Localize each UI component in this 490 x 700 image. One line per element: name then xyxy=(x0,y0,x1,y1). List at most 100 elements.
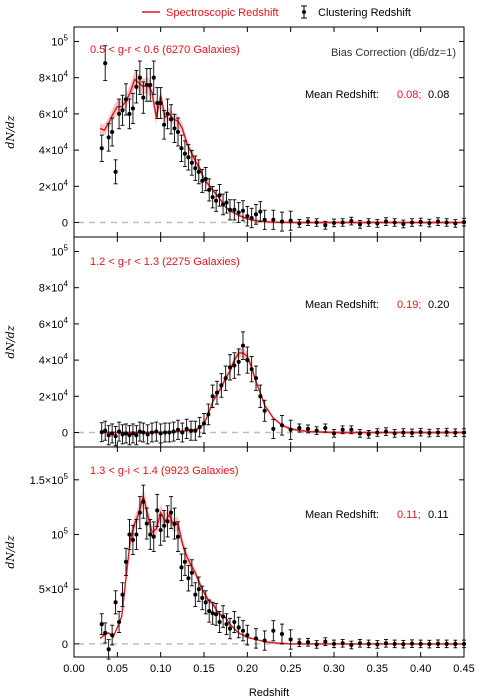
panel-3-clus-point xyxy=(453,639,458,649)
panel-3-clus-point xyxy=(141,484,146,519)
panel-1-clus-point xyxy=(214,189,219,212)
marker xyxy=(210,195,215,200)
panel-1-clus-point xyxy=(349,216,354,226)
panel-1-mean-label: Mean Redshift: xyxy=(305,89,379,101)
marker xyxy=(444,220,449,225)
marker xyxy=(123,559,129,564)
panel-2-clus-point xyxy=(249,356,254,383)
panel-3-clus-point xyxy=(200,585,205,611)
marker xyxy=(262,217,267,222)
marker xyxy=(207,609,212,614)
panel-3-clus-point xyxy=(383,639,389,648)
panel-3-clus-point xyxy=(196,576,201,602)
panel-1-clus-point xyxy=(253,204,259,225)
marker xyxy=(297,640,302,645)
panel-3-clus-point xyxy=(189,559,194,587)
marker xyxy=(214,390,220,395)
panel-3-clus-point xyxy=(401,639,406,649)
panel-1-ytick-label: 105 xyxy=(51,33,68,48)
panel-3-clus-point xyxy=(113,590,118,615)
marker xyxy=(172,521,177,526)
panel-2-clus-point xyxy=(375,428,380,437)
marker xyxy=(217,619,222,625)
marker xyxy=(245,214,250,219)
panel-1-clus-point xyxy=(453,219,458,228)
xtick-label: 0.05 xyxy=(107,663,128,675)
panel-2-clus-point xyxy=(141,422,146,443)
marker xyxy=(167,430,172,435)
marker xyxy=(279,631,285,637)
panel-2-clus-point xyxy=(314,426,319,436)
panel-3-ytick-label: 5×104 xyxy=(39,581,69,596)
panel-1-selection: 0.5 < g-r < 0.6 (6270 Galaxies) xyxy=(90,44,240,56)
marker xyxy=(106,135,111,140)
panel-2-clus-point xyxy=(340,425,345,435)
panel-2-clus-point xyxy=(171,421,176,442)
panel-3-ytick-label: 0 xyxy=(62,639,68,651)
xtick-label: 0.10 xyxy=(150,663,171,675)
panel-1-clus-point xyxy=(444,218,449,227)
marker xyxy=(258,394,263,399)
panel-2-clus-point xyxy=(279,415,285,436)
panel-3-clus-point xyxy=(409,639,415,648)
panel-3-clus-point xyxy=(435,639,441,649)
marker xyxy=(201,421,207,426)
marker xyxy=(461,430,467,435)
marker xyxy=(357,222,363,227)
marker xyxy=(151,75,156,80)
panel-3-clus-point xyxy=(224,613,229,636)
marker xyxy=(175,427,181,432)
marker xyxy=(409,430,415,435)
xtick-label: 0.40 xyxy=(410,663,431,675)
panel-1-clus-point xyxy=(113,159,118,185)
legend-spec-label: Spectroscopic Redshift xyxy=(166,7,279,19)
panel-1-clus-point xyxy=(158,87,163,119)
marker xyxy=(171,429,176,434)
panel-3-clus-point xyxy=(427,639,432,649)
marker xyxy=(172,126,177,131)
panel-2-clus-point xyxy=(427,428,432,438)
panel-3-clus-point xyxy=(127,519,132,550)
panel-3-clus-point xyxy=(288,629,293,650)
marker xyxy=(217,193,222,198)
marker xyxy=(288,218,293,223)
panel-2-clus-point xyxy=(167,422,172,443)
xtick-label: 0.15 xyxy=(193,663,214,675)
panel-3-clus-point xyxy=(232,611,237,633)
panel-3-mean-label: Mean Redshift: xyxy=(305,509,379,521)
panel-2-clus-point xyxy=(134,425,139,446)
panel-3-mean-clus: 0.11 xyxy=(428,509,449,521)
plot-layer: 0 2×104 4×104 6×104 8×104 105 0 2×104 4×104 6×104… xyxy=(30,27,475,675)
marker xyxy=(120,432,125,437)
marker xyxy=(182,151,187,156)
panel-1-clus-point xyxy=(249,207,254,229)
panel-3-clus-point xyxy=(366,639,371,649)
panel-1-clus-point xyxy=(130,92,135,125)
panel-1-clus-point xyxy=(245,205,250,227)
marker xyxy=(210,611,215,616)
marker xyxy=(130,106,135,111)
marker xyxy=(340,641,345,646)
panel-2-clus-point xyxy=(106,425,111,446)
panel-1-clus-point xyxy=(103,45,108,82)
panel-2-ytick-label: 105 xyxy=(51,243,68,258)
marker xyxy=(103,428,108,433)
panel-2-clus-point xyxy=(366,430,371,439)
panel-1-clus-point xyxy=(120,94,125,126)
xtick-label: 0.30 xyxy=(323,663,344,675)
panel-1-clus-point xyxy=(196,159,201,185)
panel-2-clus-point xyxy=(258,384,263,409)
panel-2-clus-point xyxy=(392,429,397,438)
panel-3-clus-point xyxy=(169,496,174,530)
marker xyxy=(366,432,371,437)
panel-1-clus-point xyxy=(297,219,302,228)
panel-1-clus-point xyxy=(207,178,212,202)
panel-1-clus-point xyxy=(148,68,153,102)
marker xyxy=(375,642,380,647)
marker xyxy=(253,212,259,217)
marker xyxy=(184,426,189,431)
marker xyxy=(103,61,108,66)
marker xyxy=(401,221,406,227)
panel-2-clus-point xyxy=(288,419,293,440)
marker xyxy=(323,425,328,431)
